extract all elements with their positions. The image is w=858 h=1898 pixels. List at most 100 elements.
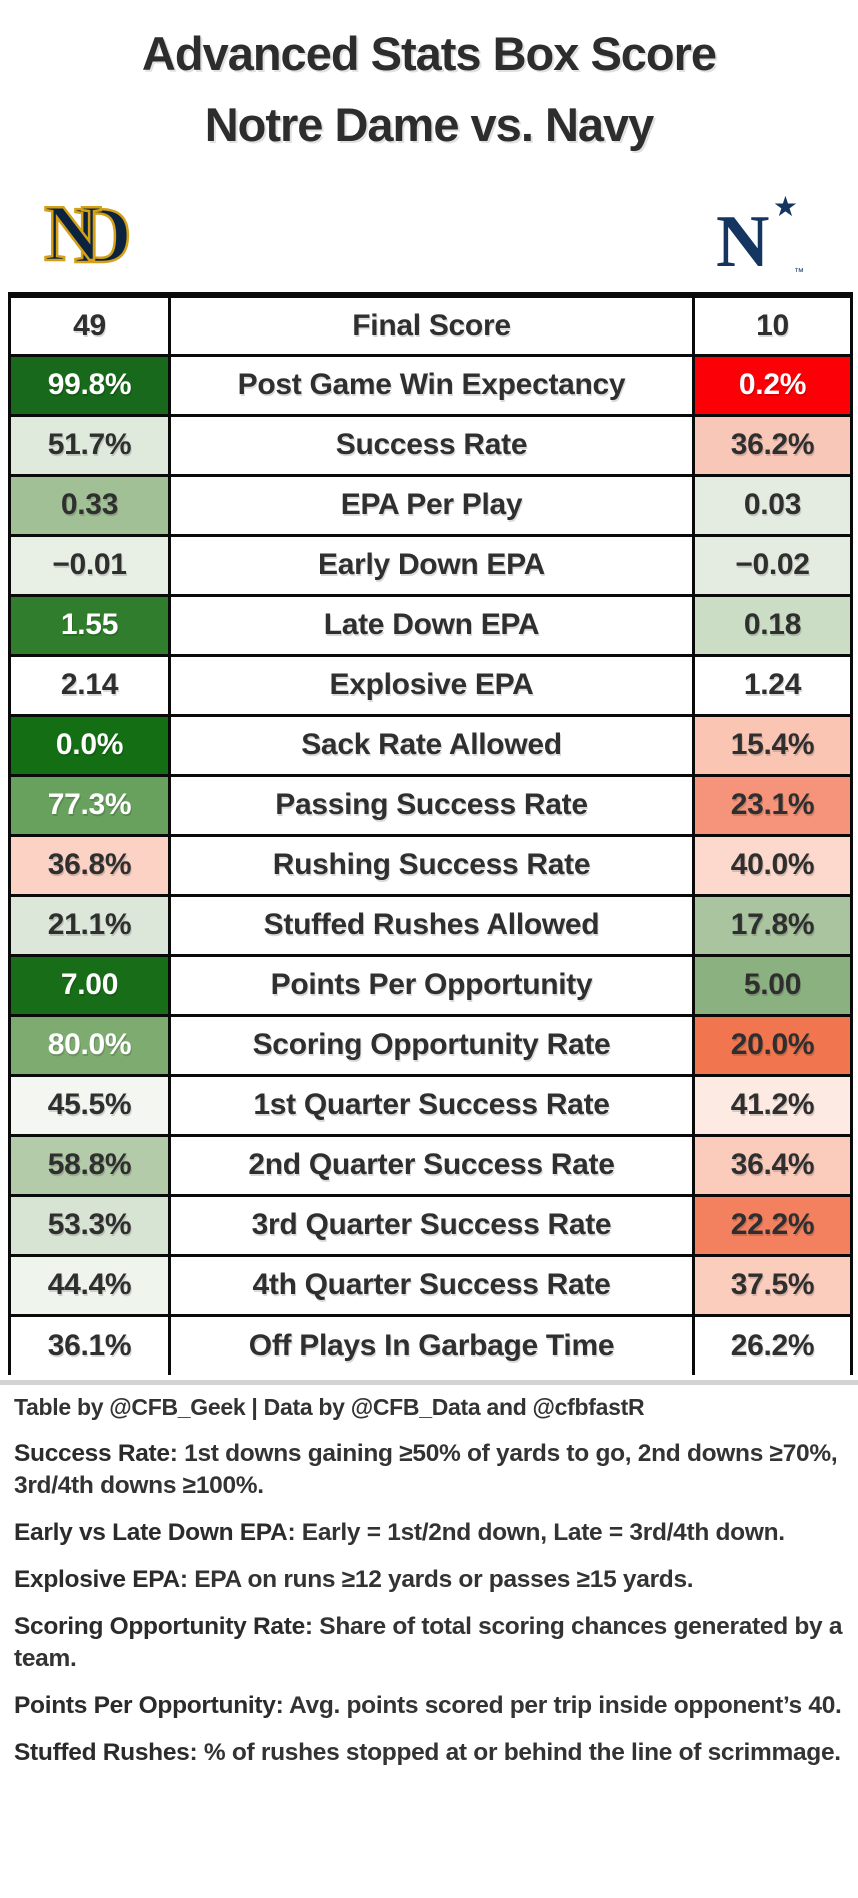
footnote-term: Early vs Late Down EPA (14, 1519, 288, 1546)
metric-label: Post Game Win Expectancy (168, 353, 695, 417)
metric-label: 4th Quarter Success Rate (168, 1253, 695, 1317)
footnote-text: : Early = 1st/2nd down, Late = 3rd/4th d… (287, 1519, 785, 1546)
notre-dame-logo-icon: D N (43, 190, 136, 280)
navy-value: 0.18 (692, 593, 853, 657)
navy-value: 23.1% (692, 773, 853, 837)
table-row: 58.8% 2nd Quarter Success Rate 36.4% (8, 1133, 853, 1197)
footnote: Success Rate: 1st downs gaining ≥50% of … (14, 1438, 844, 1502)
notre-dame-value: 36.8% (8, 833, 171, 897)
notre-dame-value: 44.4% (8, 1253, 171, 1317)
footnote-term: Stuffed Rushes (14, 1739, 190, 1766)
notre-dame-value: 0.33 (8, 473, 171, 537)
notre-dame-value: 53.3% (8, 1193, 171, 1257)
notre-dame-value: 36.1% (8, 1313, 171, 1375)
table-row: 36.8% Rushing Success Rate 40.0% (8, 833, 853, 897)
team-logos-row: D N ★ N ™ (0, 190, 858, 283)
table-row: −0.01 Early Down EPA −0.02 (8, 533, 853, 597)
table-row: 2.14 Explosive EPA 1.24 (8, 653, 853, 717)
navy-value: 36.2% (692, 413, 853, 477)
footnote-term: Success Rate (14, 1440, 170, 1467)
footnote: Explosive EPA: EPA on runs ≥12 yards or … (14, 1564, 844, 1596)
box-score-table: 49 Final Score 10 99.8% Post Game Win Expect… (8, 292, 853, 1375)
navy-trademark: ™ (794, 267, 804, 278)
footnote-text: : 1st downs gaining ≥50% of yards to go,… (14, 1440, 838, 1499)
metric-label: Final Score (168, 293, 695, 357)
table-row: 53.3% 3rd Quarter Success Rate 22.2% (8, 1193, 853, 1257)
navy-value: 22.2% (692, 1193, 853, 1257)
navy-value: 15.4% (692, 713, 853, 777)
navy-monogram-n: N (716, 201, 770, 283)
footnote-text: : Avg. points scored per trip inside opp… (275, 1692, 842, 1719)
table-row: 7.00 Points Per Opportunity 5.00 (8, 953, 853, 1017)
page-title-line1: Advanced Stats Box Score (141, 27, 717, 80)
notre-dame-value: 7.00 (8, 953, 171, 1017)
footnote: Points Per Opportunity: Avg. points scor… (14, 1690, 844, 1722)
notre-dame-value: 2.14 (8, 653, 171, 717)
navy-value: −0.02 (692, 533, 853, 597)
table-row: 51.7% Success Rate 36.2% (8, 413, 853, 477)
metric-label: Off Plays In Garbage Time (168, 1313, 695, 1375)
metric-label: 3rd Quarter Success Rate (168, 1193, 695, 1257)
notre-dame-value: 0.0% (8, 713, 171, 777)
navy-value: 0.2% (692, 353, 853, 417)
metric-label: Sack Rate Allowed (168, 713, 695, 777)
metric-label: 2nd Quarter Success Rate (168, 1133, 695, 1197)
table-row: 44.4% 4th Quarter Success Rate 37.5% (8, 1253, 853, 1317)
navy-star-icon: ★ (772, 191, 798, 222)
navy-value: 40.0% (692, 833, 853, 897)
notre-dame-value: 77.3% (8, 773, 171, 837)
footnote: Early vs Late Down EPA: Early = 1st/2nd … (14, 1517, 844, 1549)
notre-dame-value: 58.8% (8, 1133, 171, 1197)
metric-label: EPA Per Play (168, 473, 695, 537)
table-row: 0.0% Sack Rate Allowed 15.4% (8, 713, 853, 777)
metric-label: Explosive EPA (168, 653, 695, 717)
metric-label: Passing Success Rate (168, 773, 695, 837)
nd-monogram-d: D (73, 192, 133, 280)
metric-label: Rushing Success Rate (168, 833, 695, 897)
metric-label: Early Down EPA (168, 533, 695, 597)
metric-label: Stuffed Rushes Allowed (168, 893, 695, 957)
footnotes-section: Success Rate: 1st downs gaining ≥50% of … (14, 1438, 844, 1769)
table-row: 1.55 Late Down EPA 0.18 (8, 593, 853, 657)
notre-dame-value: 45.5% (8, 1073, 171, 1137)
navy-value: 36.4% (692, 1133, 853, 1197)
notre-dame-value: −0.01 (8, 533, 171, 597)
notre-dame-value: 21.1% (8, 893, 171, 957)
notre-dame-value: 80.0% (8, 1013, 171, 1077)
navy-value: 0.03 (692, 473, 853, 537)
table-row: 21.1% Stuffed Rushes Allowed 17.8% (8, 893, 853, 957)
metric-label: 1st Quarter Success Rate (168, 1073, 695, 1137)
footnote-term: Explosive EPA (14, 1566, 180, 1593)
navy-value: 26.2% (692, 1313, 853, 1375)
table-row: 0.33 EPA Per Play 0.03 (8, 473, 853, 537)
footnote-text: : Share of total scoring chances generat… (14, 1613, 843, 1672)
notre-dame-value: 51.7% (8, 413, 171, 477)
metric-label: Scoring Opportunity Rate (168, 1013, 695, 1077)
table-row: 80.0% Scoring Opportunity Rate 20.0% (8, 1013, 853, 1077)
table-row: 36.1% Off Plays In Garbage Time 26.2% (8, 1313, 853, 1375)
footnote-term: Scoring Opportunity Rate (14, 1613, 305, 1640)
notre-dame-value: 99.8% (8, 353, 171, 417)
navy-value: 37.5% (692, 1253, 853, 1317)
nd-monogram-n: N (43, 190, 103, 278)
navy-value: 1.24 (692, 653, 853, 717)
navy-value: 5.00 (692, 953, 853, 1017)
metric-label: Points Per Opportunity (168, 953, 695, 1017)
notre-dame-value: 49 (8, 293, 171, 357)
footnote: Stuffed Rushes: % of rushes stopped at o… (14, 1737, 844, 1769)
footnote: Scoring Opportunity Rate: Share of total… (14, 1611, 844, 1675)
navy-value: 20.0% (692, 1013, 853, 1077)
page-title-line2: Notre Dame vs. Navy (204, 98, 655, 151)
navy-value: 17.8% (692, 893, 853, 957)
navy-value: 10 (692, 293, 853, 357)
table-row: 99.8% Post Game Win Expectancy 0.2% (8, 353, 853, 417)
table-row: 49 Final Score 10 (8, 293, 853, 357)
footnote-term: Points Per Opportunity (14, 1692, 276, 1719)
navy-logo-icon: ★ N ™ (716, 191, 804, 283)
navy-value: 41.2% (692, 1073, 853, 1137)
metric-label: Late Down EPA (168, 593, 695, 657)
table-bottom-divider (0, 1380, 858, 1385)
footnote-text: : EPA on runs ≥12 yards or passes ≥15 ya… (179, 1566, 694, 1593)
box-score-table-wrap: 49 Final Score 10 99.8% Post Game Win Expect… (8, 292, 853, 1375)
notre-dame-value: 1.55 (8, 593, 171, 657)
